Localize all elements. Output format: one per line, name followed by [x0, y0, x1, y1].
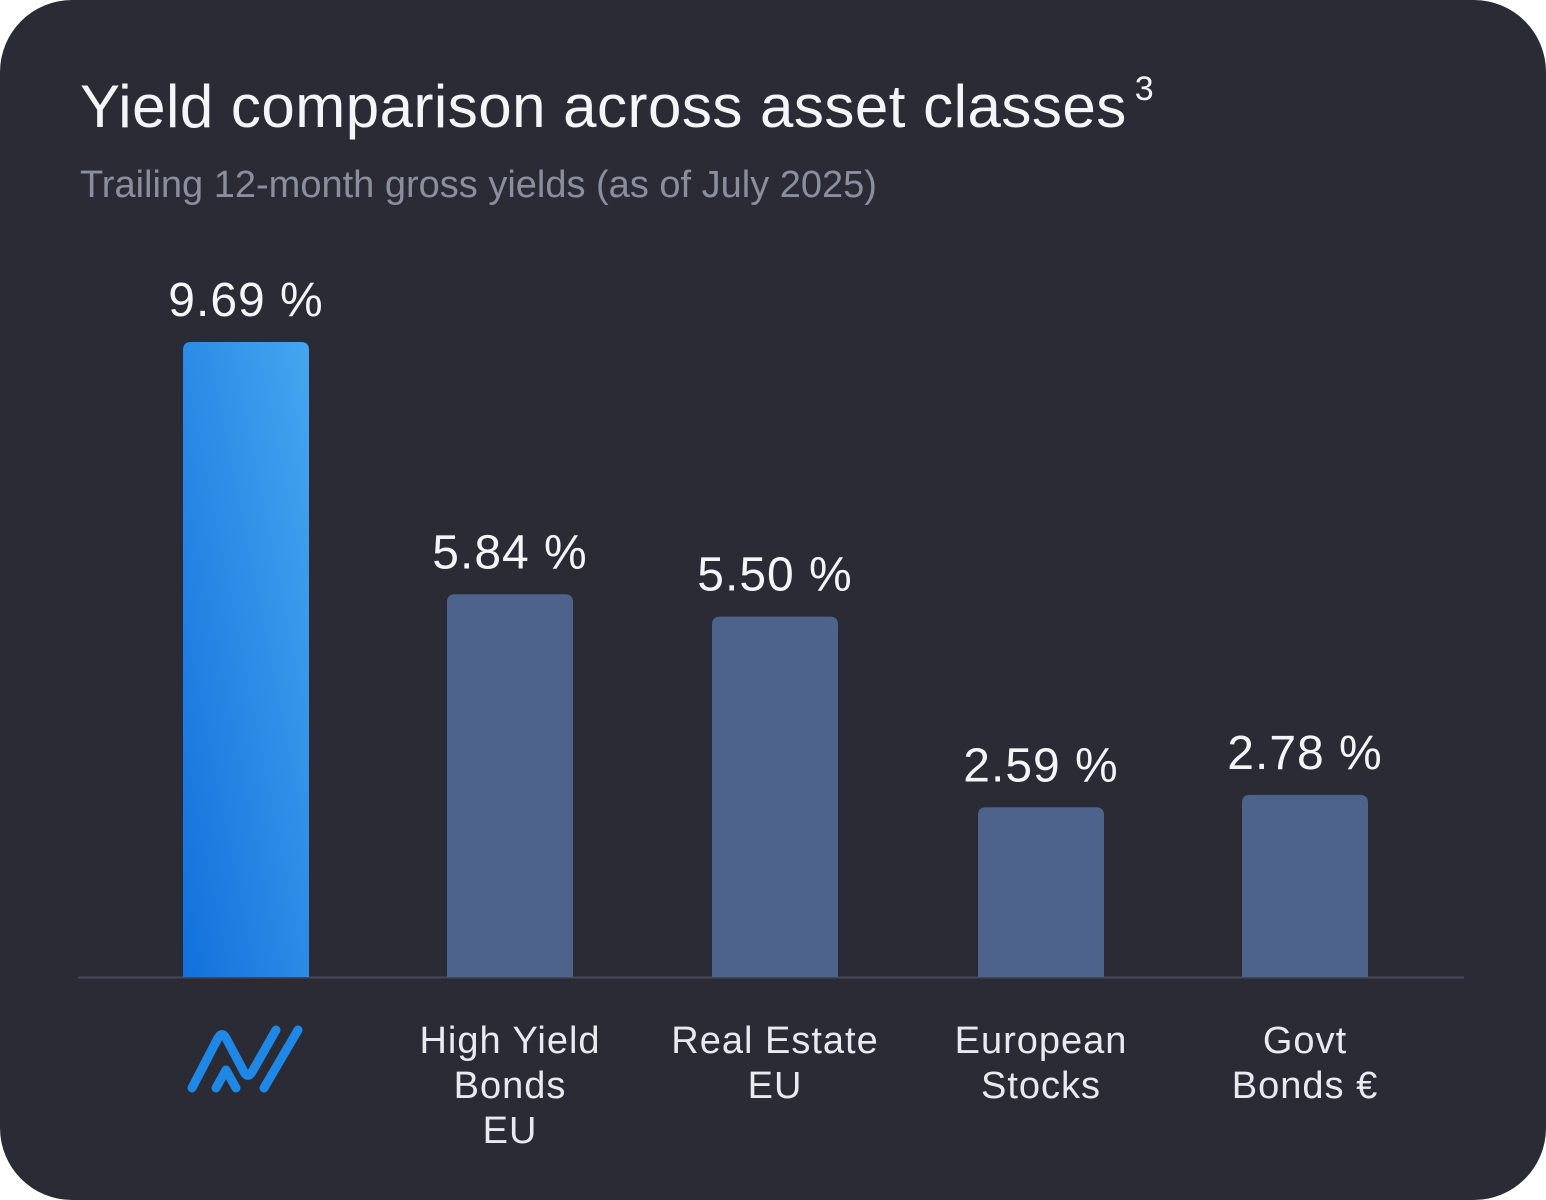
brand-logo-mark — [187, 1025, 303, 1093]
chart-subtitle: Trailing 12-month gross yields (as of Ju… — [80, 164, 877, 206]
category-label-1-line-2: EU — [483, 1110, 538, 1152]
bar-0[interactable] — [183, 342, 309, 977]
category-label-4-line-1: Bonds € — [1232, 1065, 1378, 1107]
bar-1[interactable] — [447, 594, 573, 977]
brand-logo-icon — [187, 1025, 303, 1093]
category-label-2-line-1: EU — [748, 1065, 803, 1107]
value-label-1: 5.84 % — [432, 526, 587, 579]
title-footnote-marker[interactable]: 3 — [1134, 70, 1155, 108]
bar-3[interactable] — [978, 807, 1104, 977]
bar-4[interactable] — [1242, 794, 1368, 977]
category-label-4-line-0: Govt — [1263, 1020, 1347, 1062]
category-label-3-line-0: European — [955, 1020, 1128, 1062]
value-label-4: 2.78 % — [1227, 727, 1382, 780]
category-label-1-line-1: Bonds — [454, 1065, 567, 1107]
category-label-1-line-0: High Yield — [419, 1020, 600, 1062]
bar-2[interactable] — [712, 616, 838, 977]
category-label-3-line-1: Stocks — [981, 1065, 1101, 1107]
category-label-2-line-0: Real Estate — [671, 1020, 878, 1062]
value-label-3: 2.59 % — [963, 739, 1118, 792]
value-label-2: 5.50 % — [697, 549, 852, 602]
chart-title: Yield comparison across asset classes 3 — [80, 70, 1155, 141]
chart-title-text: Yield comparison across asset classes — [80, 73, 1127, 140]
value-label-0: 9.69 % — [168, 274, 323, 327]
